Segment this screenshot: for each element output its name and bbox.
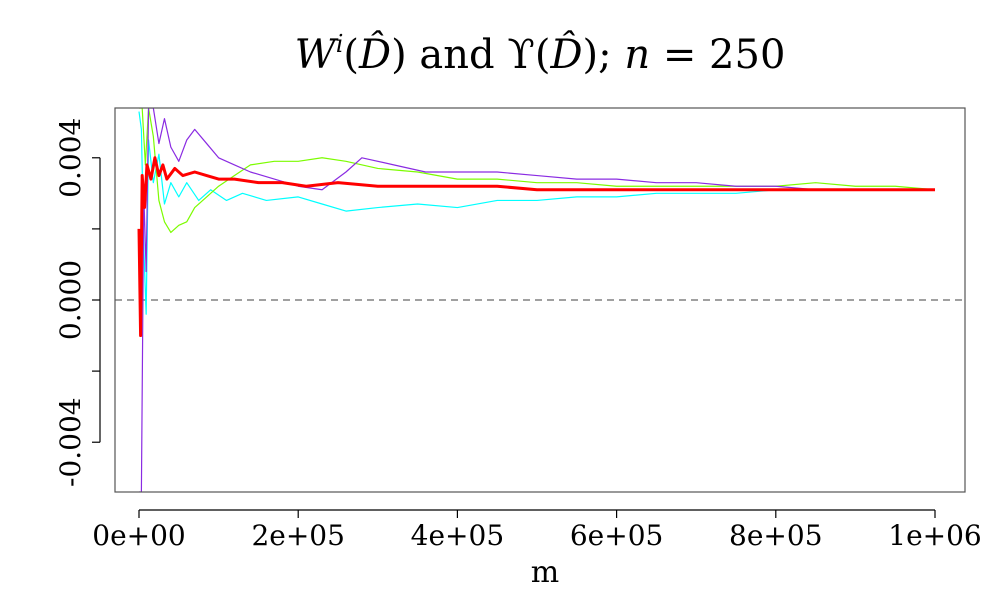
- title-upsilon: ϒ: [507, 32, 534, 78]
- title-n-value: 250: [709, 32, 785, 78]
- title-semicolon: ;: [598, 32, 611, 78]
- plot-frame: [114, 107, 966, 493]
- x-tick-label: 4e+05: [411, 519, 504, 552]
- series-line-3: [139, 108, 935, 492]
- chart-title: Wi(D̂) and ϒ(D̂); n = 250: [295, 30, 786, 78]
- title-d-hat-1: D̂: [358, 32, 391, 78]
- x-tick-label: 8e+05: [729, 519, 822, 552]
- x-tick-label: 1e+06: [888, 519, 981, 552]
- x-axis-label: m: [531, 555, 559, 590]
- y-tick-label: -0.004: [54, 397, 87, 487]
- x-tick-label: 0e+00: [92, 519, 185, 552]
- series-line-1: [138, 111, 935, 315]
- plot-area: [115, 108, 965, 492]
- series-line-2: [139, 108, 936, 234]
- title-and: and: [419, 32, 494, 78]
- title-n: n: [624, 32, 650, 78]
- title-d-hat-2: D̂: [549, 32, 582, 78]
- title-w-superscript: i: [336, 30, 344, 58]
- y-tick-label: 0.000: [54, 260, 87, 340]
- x-tick-label: 2e+05: [251, 519, 344, 552]
- x-tick-label: 6e+05: [570, 519, 663, 552]
- y-tick-label: 0.004: [54, 118, 87, 198]
- title-equals: =: [663, 32, 697, 78]
- axes: 0e+00 2e+05 4e+05 6e+05 8e+05 1e+06 -0.004 0.00…: [54, 107, 982, 552]
- series-line-4: [137, 156, 935, 338]
- title-w: W: [295, 32, 339, 78]
